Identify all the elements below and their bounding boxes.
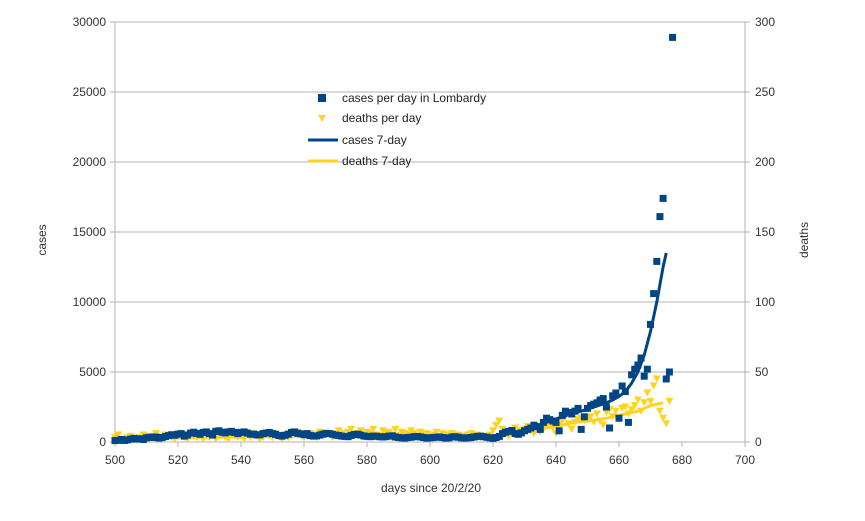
- deaths-point: [630, 402, 639, 410]
- cases-point: [628, 371, 636, 379]
- deaths-point: [592, 410, 601, 418]
- x-tick-label: 660: [609, 453, 629, 467]
- deaths-point: [640, 399, 649, 407]
- y2-tick-label: 100: [755, 295, 775, 309]
- cases-point: [552, 418, 560, 426]
- deaths-point: [643, 389, 652, 397]
- deaths-point: [599, 421, 608, 429]
- plot-area: [111, 33, 677, 445]
- legend-marker-deaths: [318, 115, 326, 122]
- x-tick-label: 680: [672, 453, 692, 467]
- legend-marker-cases: [318, 94, 326, 102]
- cases-point: [656, 213, 664, 221]
- x-tick-label: 520: [168, 453, 188, 467]
- cases-point: [653, 257, 661, 265]
- x-tick-label: 580: [357, 453, 377, 467]
- legend: cases per day in Lombardy deaths per day…: [308, 91, 486, 168]
- deaths-point: [621, 403, 630, 411]
- legend-label-cases-7day: cases 7-day: [342, 133, 407, 147]
- cases-point: [634, 361, 642, 369]
- grid: [115, 21, 745, 373]
- deaths-point: [611, 407, 620, 415]
- x-axis-title: days since 20/2/20: [381, 481, 481, 495]
- deaths-point: [646, 397, 655, 405]
- y-tick-label: 5000: [79, 365, 106, 379]
- cases-point: [574, 404, 582, 412]
- deaths-point: [652, 375, 661, 383]
- deaths-point: [492, 421, 501, 429]
- deaths-point: [655, 407, 664, 415]
- x-tick-label: 700: [735, 453, 755, 467]
- y2-tick-label: 150: [755, 225, 775, 239]
- y2-tick-label: 0: [755, 435, 762, 449]
- cases-point: [640, 372, 648, 380]
- cases-point: [602, 403, 610, 411]
- deaths-point: [495, 417, 504, 425]
- legend-label-deaths-7day: deaths 7-day: [342, 154, 411, 168]
- cases-point: [650, 290, 658, 298]
- cases-point: [624, 418, 632, 426]
- cases-point: [631, 365, 639, 373]
- y-tick-label: 15000: [73, 225, 107, 239]
- deaths-point: [558, 417, 567, 425]
- deaths-point: [586, 413, 595, 421]
- deaths-point: [659, 414, 668, 422]
- deaths-point: [489, 427, 497, 435]
- y-axis-title: cases: [35, 224, 49, 255]
- deaths-point: [649, 382, 658, 390]
- cases-point: [612, 389, 620, 397]
- y2-tick-label: 50: [755, 365, 769, 379]
- y-tick-label: 20000: [73, 155, 107, 169]
- cases-point: [555, 427, 563, 435]
- cases-point: [606, 424, 614, 432]
- y2-tick-label: 200: [755, 155, 775, 169]
- y-tick-label: 0: [99, 435, 106, 449]
- deaths-point: [391, 425, 400, 433]
- y-tick-label: 10000: [73, 295, 107, 309]
- deaths-point: [633, 396, 642, 404]
- cases-7day-line: [114, 252, 668, 442]
- x-tick-label: 500: [105, 453, 125, 467]
- y2-axis-title: deaths: [797, 222, 811, 258]
- x-tick-label: 540: [231, 453, 251, 467]
- y2-tick-label: 250: [755, 85, 775, 99]
- deaths-point: [567, 425, 576, 433]
- x-tick-label: 560: [294, 453, 314, 467]
- cases-point: [618, 382, 626, 390]
- deaths-point: [529, 430, 538, 438]
- ticks: 0 5000 10000 15000 20000 25000 30000 0 50 100 150 2…: [73, 15, 776, 467]
- deaths-point: [665, 397, 674, 405]
- legend-label-cases: cases per day in Lombardy: [342, 91, 486, 105]
- cases-point: [637, 354, 645, 362]
- cases-point: [669, 33, 677, 41]
- y-tick-label: 30000: [73, 15, 107, 29]
- deaths-point: [432, 428, 441, 436]
- cases-point: [599, 395, 607, 403]
- cases-point: [580, 413, 588, 421]
- x-tick-label: 600: [420, 453, 440, 467]
- cases-point: [536, 425, 544, 433]
- deaths-point: [369, 425, 378, 433]
- deaths-point: [114, 431, 123, 439]
- deaths-point: [627, 406, 636, 414]
- cases-point: [659, 194, 667, 202]
- cases-point: [615, 414, 623, 422]
- y2-tick-label: 300: [755, 15, 775, 29]
- cases-point: [209, 431, 217, 439]
- cases-point: [665, 368, 673, 376]
- cases-point: [577, 425, 585, 433]
- legend-label-deaths: deaths per day: [342, 111, 421, 125]
- deaths-point: [347, 425, 356, 433]
- x-tick-label: 620: [483, 453, 503, 467]
- deaths-point: [662, 420, 671, 428]
- cases-point: [662, 375, 670, 383]
- cases-point: [643, 365, 651, 373]
- x-tick-label: 640: [546, 453, 566, 467]
- y-tick-label: 25000: [73, 85, 107, 99]
